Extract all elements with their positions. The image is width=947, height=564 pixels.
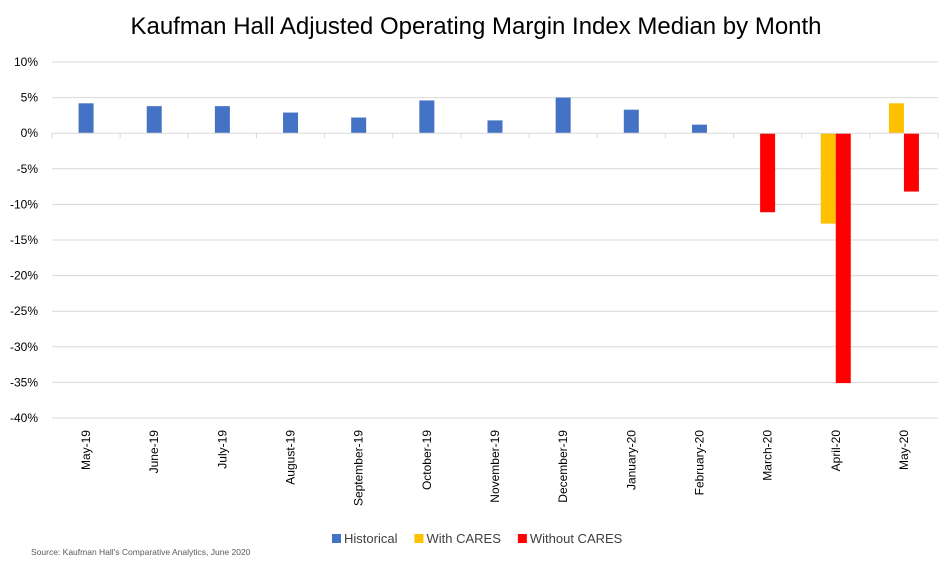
bar-without-cares bbox=[903, 133, 919, 192]
bar-historical bbox=[419, 100, 435, 134]
bar-historical bbox=[351, 117, 367, 134]
y-tick-label: -40% bbox=[10, 411, 38, 425]
x-tick-label: November-19 bbox=[488, 430, 502, 503]
y-tick-label: -10% bbox=[10, 197, 38, 211]
y-tick-label: 0% bbox=[21, 126, 39, 140]
y-tick-label: -25% bbox=[10, 304, 38, 318]
x-tick-label: July-19 bbox=[215, 430, 229, 469]
y-tick-label: 10% bbox=[14, 55, 38, 69]
bar-historical bbox=[78, 103, 94, 134]
x-tick-label: January-20 bbox=[624, 430, 638, 490]
legend-label-without-cares: Without CARES bbox=[530, 531, 623, 546]
x-tick-label: May-20 bbox=[897, 430, 911, 470]
legend-label-historical: Historical bbox=[344, 531, 398, 546]
x-tick-label: April-20 bbox=[829, 430, 843, 472]
x-tick-label: March-20 bbox=[761, 430, 775, 481]
x-tick-label: May-19 bbox=[79, 430, 93, 470]
bar-historical bbox=[555, 97, 571, 134]
bar-without-cares bbox=[835, 133, 851, 384]
bar-historical bbox=[487, 120, 503, 134]
y-tick-label: -30% bbox=[10, 340, 38, 354]
x-tick-label: October-19 bbox=[420, 430, 434, 490]
y-tick-label: -5% bbox=[17, 162, 39, 176]
y-tick-label: -35% bbox=[10, 375, 38, 389]
legend-swatch-historical bbox=[332, 534, 341, 543]
bars bbox=[78, 97, 919, 384]
y-tick-label: -15% bbox=[10, 233, 38, 247]
x-tick-label: December-19 bbox=[556, 430, 570, 503]
source-note: Source: Kaufman Hall's Comparative Analy… bbox=[31, 547, 251, 557]
gridlines bbox=[52, 61, 938, 419]
legend: Historical With CARES Without CARES bbox=[332, 531, 623, 546]
bar-historical bbox=[214, 106, 230, 134]
y-axis-ticks: 10% 5% 0% -5% -10% -15% -20% -25% -30% -35% -40% bbox=[10, 55, 38, 425]
x-tick-label: September-19 bbox=[352, 430, 366, 506]
x-tick-label: June-19 bbox=[147, 430, 161, 474]
x-axis bbox=[51, 132, 939, 139]
y-tick-label: -20% bbox=[10, 269, 38, 283]
bar-with-cares bbox=[820, 133, 836, 224]
x-tick-label: February-20 bbox=[692, 430, 706, 496]
legend-swatch-with-cares bbox=[414, 534, 424, 543]
legend-swatch-without-cares bbox=[517, 534, 527, 543]
y-tick-label: 5% bbox=[21, 91, 39, 105]
legend-label-with-cares: With CARES bbox=[426, 531, 501, 546]
bar-without-cares bbox=[760, 133, 776, 213]
bar-historical bbox=[691, 124, 707, 134]
x-axis-ticks: May-19 June-19 July-19 August-19 September-1… bbox=[79, 430, 911, 506]
bar-historical bbox=[283, 112, 299, 134]
bar-with-cares bbox=[888, 103, 904, 134]
x-tick-label: August-19 bbox=[284, 430, 298, 485]
chart-title: Kaufman Hall Adjusted Operating Margin I… bbox=[130, 13, 821, 40]
bar-historical bbox=[623, 109, 639, 134]
bar-historical bbox=[146, 106, 162, 134]
